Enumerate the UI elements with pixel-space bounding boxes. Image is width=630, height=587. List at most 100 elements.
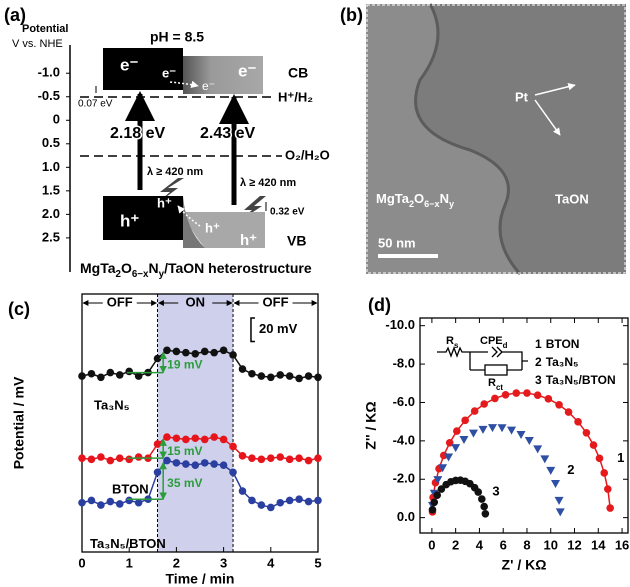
legend-index: 1 — [535, 337, 542, 351]
data-point — [564, 408, 573, 416]
x-tick-label: 2 — [452, 537, 459, 552]
data-point — [153, 354, 162, 363]
axis-title: Potential — [22, 23, 68, 35]
ph-label: pH = 8.5 — [150, 29, 204, 45]
curve-label: 2 — [567, 462, 574, 477]
subscript: y — [159, 269, 165, 280]
panel-b: (b) Pt MgTa2O6−xNy TaON 50 nm — [340, 3, 626, 275]
state-label: OFF — [107, 294, 133, 309]
x-axis-label: Z' / KΩ — [502, 557, 547, 573]
subscript: y — [449, 199, 455, 209]
data-point — [267, 373, 275, 382]
pt-arrow — [534, 82, 576, 96]
data-point — [172, 347, 181, 356]
data-point — [546, 466, 556, 475]
scale-label: 20 mV — [259, 321, 298, 336]
hole: h⁺ — [205, 220, 220, 235]
data-point — [595, 454, 604, 463]
y-tick-label: -2.0 — [393, 471, 415, 486]
data-point — [267, 454, 275, 462]
data-point — [78, 372, 86, 380]
series-label: Ta₃N₅/BTON — [90, 536, 166, 551]
data-point — [238, 452, 247, 460]
y-tick-label: 0.5 — [42, 135, 60, 150]
circuit-label: Rct — [488, 377, 503, 392]
data-point — [163, 456, 171, 465]
data-point — [276, 453, 285, 461]
subscript: 2 — [409, 199, 414, 209]
y-tick-label: -0.5 — [38, 88, 60, 103]
data-point — [516, 431, 526, 440]
data-point — [453, 427, 461, 435]
x-tick-label: 10 — [544, 537, 558, 552]
phase-label: MgTa2O6−xNy — [376, 191, 455, 209]
hole: h⁺ — [240, 232, 257, 249]
series-label: Ta₃N₅ — [94, 398, 130, 413]
data-point — [589, 441, 598, 449]
subscript: 2 — [116, 269, 122, 280]
data-point — [295, 495, 303, 504]
transfer-arrow — [177, 205, 201, 227]
data-point — [210, 348, 218, 357]
x-tick-label: 4 — [476, 537, 484, 552]
data-point — [238, 365, 247, 373]
subscript: s — [454, 341, 459, 350]
jump-label: 15 mV — [167, 444, 202, 458]
data-point — [78, 498, 86, 507]
y-tick-label: -8.0 — [393, 356, 415, 371]
phase-label: TaON — [555, 191, 589, 206]
grain-boundary — [414, 3, 522, 275]
data-point — [478, 495, 486, 503]
circuit-symbol: R — [446, 335, 454, 347]
on-region — [157, 294, 234, 552]
data-point — [229, 442, 237, 451]
vb-block — [103, 196, 183, 240]
pt-label: Pt — [515, 89, 529, 104]
legend-entry: 1 BTON — [535, 337, 579, 351]
offset-label: 0.07 eV — [78, 99, 113, 110]
legend-entry: 3 Ta₃N₅/BTON — [535, 373, 616, 387]
band-label: CB — [288, 65, 308, 81]
circuit-resistor — [484, 364, 508, 376]
y-tick-label: 2.0 — [42, 206, 60, 221]
axis-title: V vs. NHE — [12, 38, 63, 50]
data-point — [474, 488, 483, 496]
scale-bar — [250, 317, 255, 343]
data-point — [512, 389, 521, 397]
x-tick-label: 12 — [567, 537, 581, 552]
data-point — [491, 394, 499, 403]
data-point — [314, 454, 322, 462]
data-point — [468, 429, 478, 438]
x-tick-label: 0 — [428, 537, 435, 552]
data-point — [304, 456, 313, 465]
data-point — [106, 368, 115, 377]
data-point — [606, 504, 614, 512]
x-tick-label: 2 — [173, 555, 180, 570]
cb-block — [103, 48, 183, 90]
light-label: λ ≥ 420 nm — [147, 166, 203, 178]
data-point — [430, 498, 439, 507]
data-point — [219, 435, 228, 444]
data-point — [172, 434, 181, 443]
subscript: 6−x — [424, 199, 439, 209]
band-label: VB — [287, 233, 306, 249]
curve-label: 3 — [492, 484, 499, 499]
data-point — [191, 461, 200, 470]
data-point — [238, 487, 247, 495]
data-point — [524, 436, 534, 445]
image-border — [366, 4, 626, 274]
data-point — [544, 395, 553, 403]
panel-a: (a) Potential V vs. NHE pH = 8.5 e⁻ e⁻ e… — [4, 5, 330, 280]
data-point — [134, 498, 143, 507]
scale-label: 50 nm — [378, 235, 416, 250]
subscript: d — [503, 341, 508, 350]
data-point — [191, 350, 200, 358]
formula-part: N — [148, 260, 158, 276]
y-tick-label: 0.0 — [397, 509, 415, 524]
data-point — [87, 496, 96, 505]
data-point — [295, 454, 303, 462]
data-point — [470, 407, 479, 415]
data-point — [603, 485, 612, 493]
data-point — [582, 428, 591, 437]
micrograph-region — [366, 4, 520, 274]
